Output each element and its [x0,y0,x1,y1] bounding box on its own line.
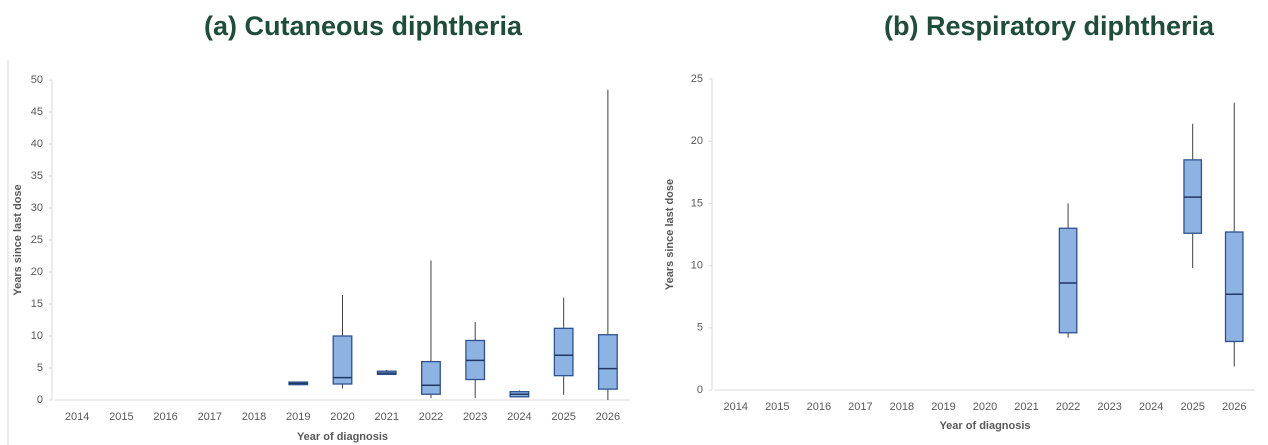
x-tick-label: 2015 [109,411,133,423]
x-tick-label: 2019 [931,401,955,413]
box [597,334,618,390]
y-tick-label: 45 [31,106,43,118]
y-tick-label: 35 [31,170,43,182]
y-tick-label: 40 [31,138,43,150]
chart-title: (b) Respiratory diphtheria [884,11,1215,41]
x-tick-label: 2025 [1180,401,1204,413]
box [553,327,574,377]
x-tick-label: 2023 [1097,401,1121,413]
chart-title: (a) Cutaneous diphtheria [204,11,523,41]
x-axis-title: Year of diagnosis [297,431,388,443]
x-tick-label: 2017 [848,401,872,413]
x-tick-label: 2023 [463,411,487,423]
y-tick-label: 20 [31,266,43,278]
box [1058,227,1078,334]
x-tick-label: 2022 [1056,401,1080,413]
y-tick-label: 30 [31,202,43,214]
x-tick-label: 2015 [765,401,789,413]
x-tick-label: 2024 [1139,401,1163,413]
y-tick-label: 0 [697,384,703,396]
x-tick-label: 2020 [330,411,354,423]
x-tick-label: 2021 [1014,401,1038,413]
y-tick-label: 15 [31,298,43,310]
x-tick-label: 2021 [374,411,398,423]
box [421,360,441,395]
x-tick-label: 2018 [890,401,914,413]
y-tick-label: 50 [31,74,43,86]
y-tick-label: 25 [691,73,703,85]
x-tick-label: 2014 [65,411,89,423]
box [332,335,353,385]
y-tick-label: 5 [37,362,43,374]
y-tick-label: 15 [691,197,703,209]
y-tick-label: 10 [31,330,43,342]
x-tick-label: 2026 [596,411,620,423]
x-tick-label: 2017 [198,411,222,423]
x-tick-label: 2014 [724,401,748,413]
x-tick-label: 2026 [1222,401,1246,413]
x-tick-label: 2016 [807,401,831,413]
x-tick-label: 2022 [419,411,443,423]
x-axis-title: Year of diagnosis [939,420,1030,432]
x-tick-label: 2016 [153,411,177,423]
y-tick-label: 10 [691,260,703,272]
y-axis-title: Years since last dose [12,184,24,295]
y-tick-label: 20 [691,135,703,147]
x-tick-label: 2024 [507,411,531,423]
x-tick-label: 2025 [551,411,575,423]
y-axis-title: Years since last dose [664,179,676,290]
y-tick-label: 0 [37,394,43,406]
box [1224,231,1244,343]
x-tick-label: 2018 [242,411,266,423]
y-tick-label: 25 [31,234,43,246]
y-tick-label: 5 [697,322,703,334]
x-tick-label: 2019 [286,411,310,423]
x-tick-label: 2020 [973,401,997,413]
